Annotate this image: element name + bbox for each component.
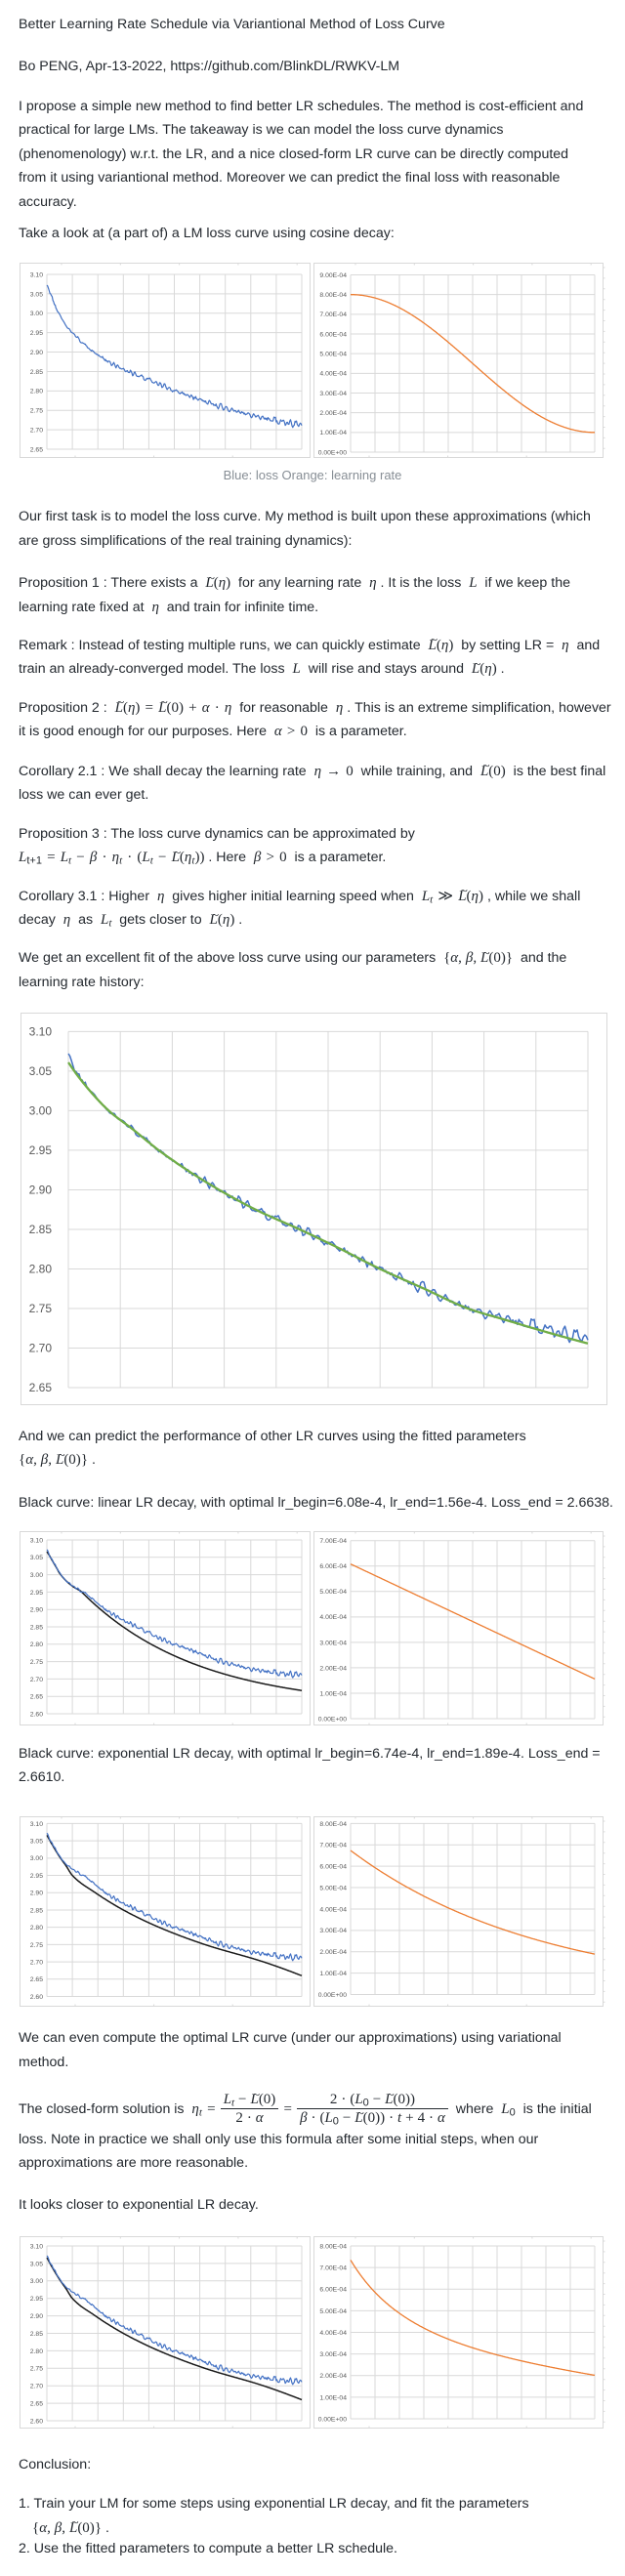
svg-text:2.00E-04: 2.00E-04: [319, 410, 347, 417]
svg-text:1.00E-04: 1.00E-04: [319, 1971, 347, 1977]
svg-text:0.00E+00: 0.00E+00: [318, 1992, 348, 1999]
svg-text:2.90: 2.90: [29, 1184, 53, 1197]
svg-text:1.00E-04: 1.00E-04: [319, 1690, 347, 1697]
svg-text:2.65: 2.65: [30, 1976, 43, 1983]
svg-text:7.00E-04: 7.00E-04: [319, 312, 347, 318]
svg-text:2.80: 2.80: [30, 2348, 43, 2355]
svg-text:2.85: 2.85: [30, 369, 43, 376]
svg-text:4.00E-04: 4.00E-04: [319, 2330, 347, 2337]
svg-text:2.65: 2.65: [30, 446, 43, 453]
svg-text:2.70: 2.70: [30, 2384, 43, 2390]
svg-text:2.95: 2.95: [30, 1590, 43, 1597]
svg-text:7.00E-04: 7.00E-04: [319, 1538, 347, 1545]
svg-text:6.00E-04: 6.00E-04: [319, 1563, 347, 1570]
svg-text:5.00E-04: 5.00E-04: [319, 1589, 347, 1596]
svg-text:0.00E+00: 0.00E+00: [318, 2416, 348, 2423]
svg-text:6.00E-04: 6.00E-04: [319, 1864, 347, 1871]
svg-text:0.00E+00: 0.00E+00: [318, 1716, 348, 1723]
svg-text:2.75: 2.75: [29, 1302, 53, 1315]
svg-text:4.00E-04: 4.00E-04: [319, 1906, 347, 1913]
svg-text:2.75: 2.75: [30, 1659, 43, 1666]
svg-text:2.75: 2.75: [30, 408, 43, 415]
svg-text:2.65: 2.65: [30, 2400, 43, 2407]
svg-text:5.00E-04: 5.00E-04: [319, 2308, 347, 2315]
svg-text:2.65: 2.65: [30, 1694, 43, 1701]
svg-text:5.00E-04: 5.00E-04: [319, 1885, 347, 1891]
svg-text:7.00E-04: 7.00E-04: [319, 1843, 347, 1849]
svg-text:2.90: 2.90: [30, 2313, 43, 2320]
svg-text:2.80: 2.80: [30, 389, 43, 395]
svg-text:4.00E-04: 4.00E-04: [319, 1614, 347, 1621]
svg-text:2.60: 2.60: [30, 1711, 43, 1718]
svg-text:3.00: 3.00: [30, 2278, 43, 2285]
svg-text:3.00: 3.00: [30, 1572, 43, 1579]
svg-text:3.05: 3.05: [30, 2261, 43, 2267]
svg-text:2.95: 2.95: [30, 2296, 43, 2303]
svg-text:3.10: 3.10: [30, 1821, 43, 1828]
svg-text:2.75: 2.75: [30, 2366, 43, 2373]
svg-text:2.85: 2.85: [30, 2331, 43, 2338]
svg-text:8.00E-04: 8.00E-04: [319, 1821, 347, 1828]
svg-text:2.00E-04: 2.00E-04: [319, 1665, 347, 1672]
svg-text:8.00E-04: 8.00E-04: [319, 2243, 347, 2250]
svg-text:3.05: 3.05: [29, 1064, 53, 1078]
svg-text:3.05: 3.05: [30, 1838, 43, 1845]
svg-text:2.70: 2.70: [30, 1959, 43, 1966]
svg-text:2.85: 2.85: [30, 1907, 43, 1914]
svg-text:8.00E-04: 8.00E-04: [319, 292, 347, 299]
svg-text:3.10: 3.10: [30, 271, 43, 278]
svg-text:2.60: 2.60: [30, 2418, 43, 2425]
svg-text:5.00E-04: 5.00E-04: [319, 352, 347, 358]
svg-text:9.00E-04: 9.00E-04: [319, 272, 347, 279]
svg-text:1.00E-04: 1.00E-04: [319, 2394, 347, 2401]
svg-text:2.00E-04: 2.00E-04: [319, 2373, 347, 2380]
svg-text:3.00E-04: 3.00E-04: [319, 1640, 347, 1646]
svg-text:2.95: 2.95: [30, 1873, 43, 1880]
svg-text:3.00E-04: 3.00E-04: [319, 391, 347, 397]
svg-text:3.00: 3.00: [30, 311, 43, 317]
svg-text:3.00E-04: 3.00E-04: [319, 2351, 347, 2358]
svg-text:2.70: 2.70: [30, 427, 43, 434]
svg-text:2.85: 2.85: [30, 1624, 43, 1631]
svg-text:0.00E+00: 0.00E+00: [318, 449, 348, 456]
svg-text:2.90: 2.90: [30, 1890, 43, 1897]
svg-text:2.70: 2.70: [30, 1677, 43, 1683]
svg-text:2.70: 2.70: [29, 1342, 53, 1355]
svg-text:3.05: 3.05: [30, 291, 43, 298]
svg-text:3.00: 3.00: [29, 1104, 53, 1118]
svg-text:3.05: 3.05: [30, 1555, 43, 1561]
svg-text:2.80: 2.80: [29, 1263, 53, 1276]
svg-text:2.75: 2.75: [30, 1942, 43, 1949]
svg-text:2.60: 2.60: [30, 1994, 43, 2001]
svg-text:4.00E-04: 4.00E-04: [319, 371, 347, 378]
svg-text:2.90: 2.90: [30, 1607, 43, 1614]
svg-text:2.85: 2.85: [29, 1223, 53, 1236]
svg-text:2.65: 2.65: [29, 1381, 53, 1394]
svg-text:1.00E-04: 1.00E-04: [319, 430, 347, 436]
svg-text:2.90: 2.90: [30, 350, 43, 356]
svg-text:3.10: 3.10: [29, 1025, 53, 1039]
svg-text:2.95: 2.95: [30, 330, 43, 337]
svg-text:2.00E-04: 2.00E-04: [319, 1949, 347, 1956]
svg-text:6.00E-04: 6.00E-04: [319, 331, 347, 338]
svg-text:3.10: 3.10: [30, 2243, 43, 2250]
svg-text:7.00E-04: 7.00E-04: [319, 2265, 347, 2272]
svg-text:2.80: 2.80: [30, 1925, 43, 1932]
svg-text:3.00E-04: 3.00E-04: [319, 1928, 347, 1934]
svg-text:2.95: 2.95: [29, 1143, 53, 1157]
svg-text:3.10: 3.10: [30, 1537, 43, 1544]
svg-text:2.80: 2.80: [30, 1641, 43, 1648]
svg-text:6.00E-04: 6.00E-04: [319, 2287, 347, 2294]
svg-text:3.00: 3.00: [30, 1855, 43, 1862]
